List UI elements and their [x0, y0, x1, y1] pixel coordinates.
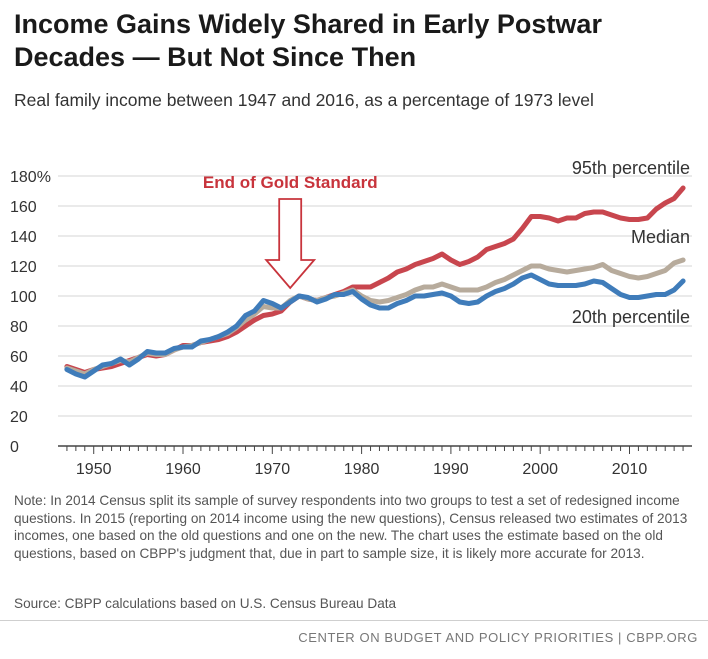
- y-tick-label: 20: [10, 409, 28, 426]
- x-tick-label: 1980: [344, 461, 380, 478]
- y-tick-label: 60: [10, 349, 28, 366]
- x-axis: 1950 1960 1970 1980 1990 2000 2010: [58, 445, 692, 478]
- series-label: 20th percentile: [572, 307, 690, 327]
- x-tick-label: 1960: [165, 461, 201, 478]
- chart-title-line-1: Income Gains Widely Shared in Early Post…: [14, 9, 602, 39]
- y-axis-labels: 0 20 40 60 80 100 120 140 160 180%: [10, 169, 51, 456]
- x-tick-label: 1970: [255, 461, 291, 478]
- chart-note: Note: In 2014 Census split its sample of…: [14, 493, 688, 561]
- chart-title: Income Gains Widely Shared in Early Post…: [14, 8, 704, 74]
- x-tick-label: 2010: [612, 461, 648, 478]
- gold-standard-annotation: End of Gold Standard: [203, 173, 378, 290]
- publisher-footer: CENTER ON BUDGET AND POLICY PRIORITIES |…: [298, 630, 698, 645]
- chart-subtitle: Real family income between 1947 and 2016…: [14, 90, 594, 110]
- footer-divider: [0, 620, 708, 621]
- x-tick-label: 1990: [433, 461, 469, 478]
- y-tick-label: 120: [10, 259, 37, 276]
- series-lines: [64, 185, 686, 380]
- down-arrow-icon: [264, 198, 317, 290]
- series-label: 95th percentile: [572, 158, 690, 178]
- x-tick-label: 1950: [76, 461, 112, 478]
- annotation-label: End of Gold Standard: [203, 173, 378, 192]
- series-line-20th-percentile: [64, 272, 686, 380]
- y-tick-label: 160: [10, 199, 37, 216]
- y-tick-label: 80: [10, 319, 28, 336]
- series-labels: 95th percentile Median 20th percentile: [572, 158, 690, 327]
- y-tick-label: 180%: [10, 169, 51, 186]
- chart-title-line-2: Decades — But Not Since Then: [14, 42, 417, 72]
- chart-source: Source: CBPP calculations based on U.S. …: [14, 596, 397, 611]
- y-tick-label: 100: [10, 289, 37, 306]
- y-tick-label: 0: [10, 439, 19, 456]
- x-tick-label: 2000: [522, 461, 558, 478]
- y-tick-label: 40: [10, 379, 28, 396]
- series-label: Median: [631, 227, 690, 247]
- y-tick-label: 140: [10, 229, 37, 246]
